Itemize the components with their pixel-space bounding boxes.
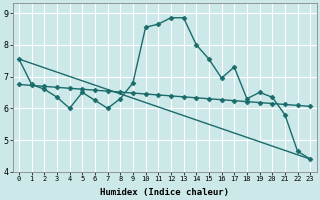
X-axis label: Humidex (Indice chaleur): Humidex (Indice chaleur) [100, 188, 229, 197]
